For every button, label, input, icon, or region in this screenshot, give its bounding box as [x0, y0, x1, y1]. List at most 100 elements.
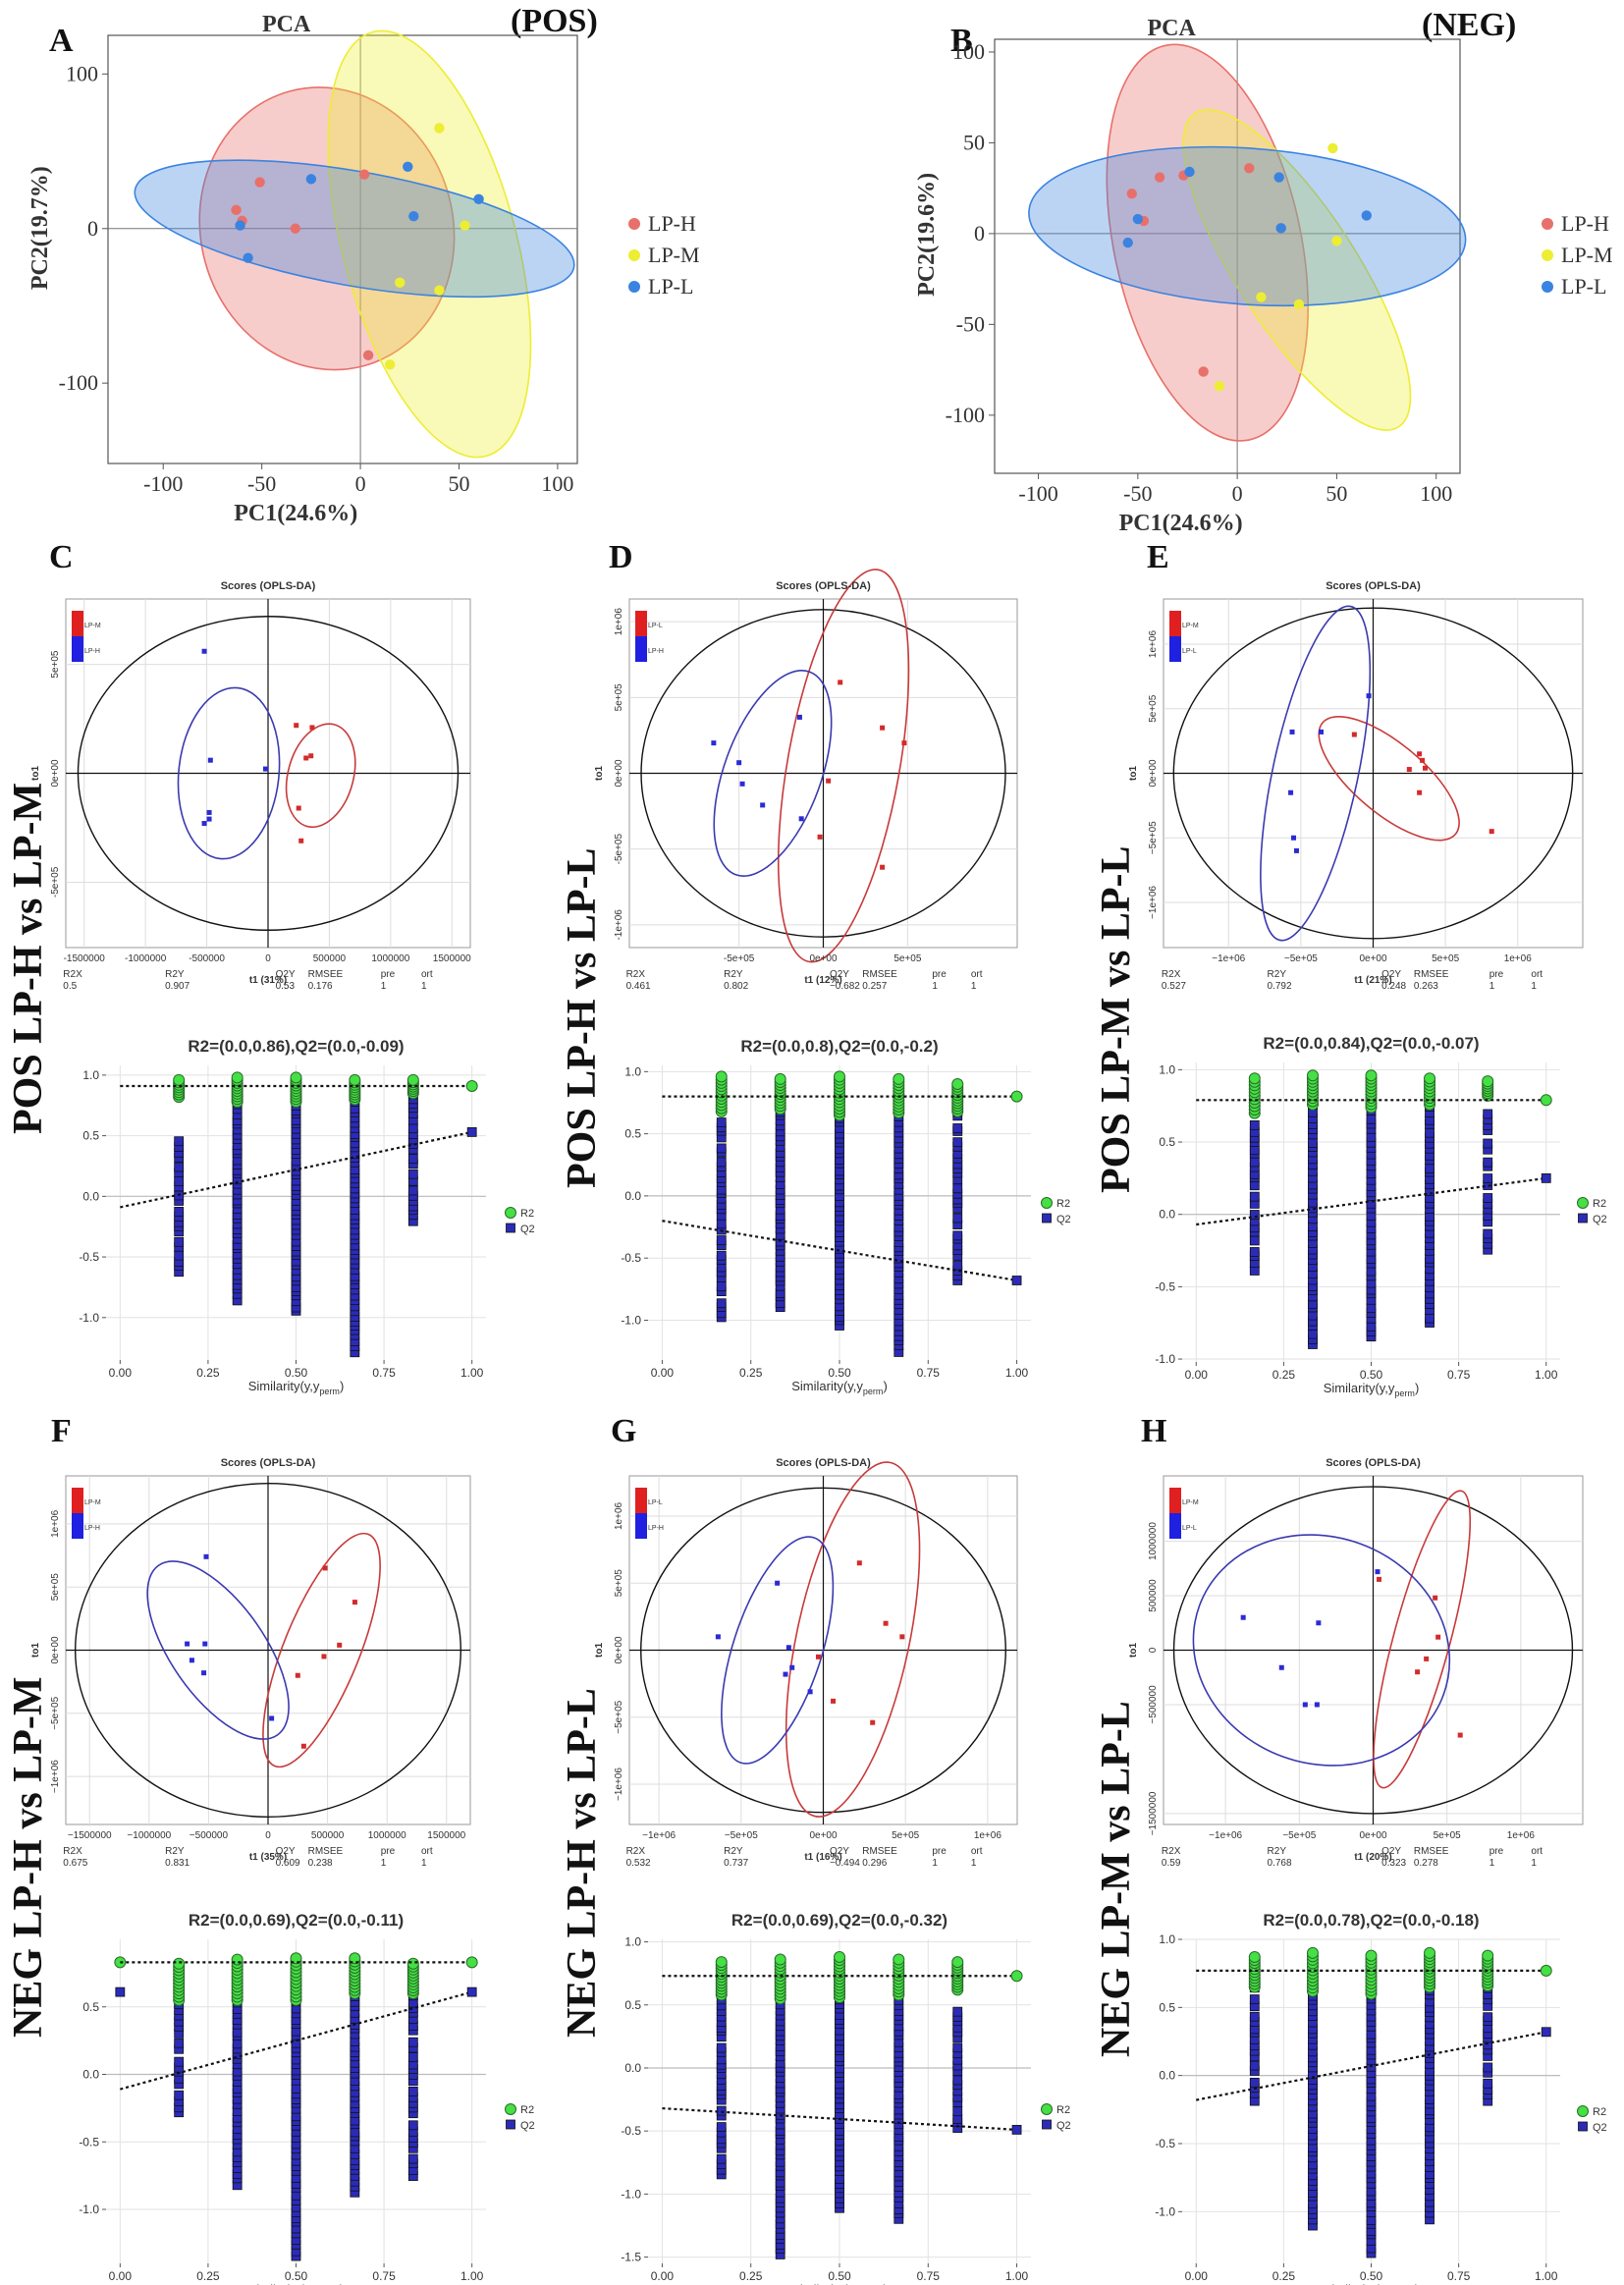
legend-r2-marker [1577, 2105, 1589, 2117]
stats-header: R2X [626, 1846, 646, 1857]
q2-point [350, 2127, 360, 2138]
x-tick-label: 1.00 [1535, 1368, 1558, 1382]
legend-label: Q2 [1056, 1214, 1071, 1225]
stats-header: RMSEE [308, 1846, 344, 1857]
score-point-lp-m [1417, 789, 1423, 795]
stats-header: R2Y [724, 969, 743, 980]
x-tick-label: -50 [1123, 481, 1152, 506]
y-tick-label: 1e+06 [50, 1509, 61, 1538]
stats-header: pre [381, 1846, 396, 1857]
x-tick-label: -50 [247, 471, 276, 496]
score-point-lp-h [185, 1641, 190, 1647]
q2-point [952, 2075, 963, 2086]
data-point-lp-h [1154, 172, 1165, 183]
score-point-lp-m [1457, 1732, 1463, 1738]
side-label-H: NEG LP-M vs LP-L [1094, 1701, 1139, 2057]
chart-title: Scores (OPLS-DA) [221, 580, 316, 592]
data-point-lp-m [434, 123, 445, 134]
y-axis-label: to1 [1128, 1643, 1139, 1658]
data-point-lp-m [1327, 142, 1338, 154]
score-point-lp-m [337, 1642, 343, 1648]
stats-value: 0.296 [862, 1858, 887, 1869]
q2-point [407, 1169, 418, 1179]
x-tick-label: 0.75 [917, 1366, 941, 1380]
x-tick-label: 50 [1326, 481, 1347, 506]
panel-letter-A: A [49, 23, 74, 59]
y-tick-label: 0e+00 [1148, 759, 1159, 788]
y-tick-label: -1.0 [1155, 1352, 1175, 1366]
legend-bar-red [635, 611, 647, 636]
chart-title: PCA [1147, 16, 1196, 41]
stats-header: Q2Y [830, 1846, 849, 1857]
y-tick-label: 0.5 [624, 1127, 641, 1141]
y-tick-label: 0e+00 [614, 1636, 624, 1664]
stats-value: 1 [421, 981, 427, 992]
q2-point [716, 1157, 727, 1168]
q2-regression-line [120, 1130, 472, 1209]
score-point-lp-h [798, 816, 804, 822]
score-point-lp-l [1375, 1569, 1380, 1575]
y-tick-label: 0.0 [624, 1189, 641, 1203]
legend-label: R2 [520, 2104, 534, 2116]
legend-label: LP-H [648, 1525, 664, 1532]
score-point-lp-m [1433, 1595, 1438, 1601]
score-point-lp-m [322, 1565, 328, 1571]
q2-regression-line [1196, 2031, 1546, 2101]
opls-scores-chart-D: LP-L LP-H -5e+05 0e+00 5e+05 -1e+06 -5e+05 0e+0… [594, 569, 1018, 992]
score-point-lp-l [1316, 1620, 1322, 1626]
q2-point [1308, 1310, 1318, 1321]
side-label-D: POS LP-H vs LP-L [560, 847, 605, 1188]
r2-point [1306, 1069, 1319, 1082]
y-tick-label: 0.5 [1159, 1135, 1175, 1149]
q2-point [1249, 1120, 1260, 1130]
q2-regression-line [120, 1990, 472, 2091]
panel-letter-G: G [611, 1413, 636, 1449]
data-point-lp-m [460, 220, 470, 231]
y-axis-label: to1 [1128, 766, 1139, 781]
score-point-lp-m [1417, 751, 1423, 757]
x-tick-label: 0 [265, 1830, 271, 1841]
x-tick-label: 100 [541, 471, 573, 496]
legend-q2-marker [506, 2119, 515, 2130]
x-tick-label: 1000000 [371, 953, 409, 964]
legend-r2-marker [1041, 2103, 1053, 2115]
hotelling-ellipse [1172, 1486, 1574, 1815]
x-tick-label: 0.50 [1360, 2269, 1383, 2283]
x-axis-label: PC1(24.6%) [234, 501, 357, 526]
group-ellipse [777, 569, 910, 963]
score-point-lp-l [1302, 1702, 1308, 1708]
score-point-lp-h [785, 1645, 791, 1651]
stats-value: 1 [971, 981, 977, 992]
permutation-chart-H_perm: 0.00 0.25 0.50 0.75 1.00 -1.0 -0.5 0.0 0.5 1.0 R2=… [1155, 1911, 1606, 2285]
legend-label: Q2 [1593, 2122, 1607, 2134]
x-tick-label: 0.75 [372, 2269, 396, 2283]
score-point-lp-m [1424, 1656, 1430, 1661]
legend-label: LP-H [648, 648, 664, 655]
x-tick-label: 0.50 [828, 1366, 851, 1380]
plot-frame [107, 34, 578, 464]
score-point-lp-h [189, 1658, 194, 1663]
x-axis-label: Similarity(y,yperm) [248, 2282, 345, 2285]
permutation-chart-E_perm: 0.00 0.25 0.50 0.75 1.00 -1.0 -0.5 0.0 0.5 1.0 R2=… [1155, 1034, 1606, 1398]
x-axis-label: Similarity(y,yperm) [1324, 2282, 1420, 2285]
permutation-chart-C_perm: 0.00 0.25 0.50 0.75 1.00 -1.0 -0.5 0.0 0.5 1.0 R2=… [79, 1037, 534, 1396]
score-point-lp-l [1289, 729, 1295, 734]
stats-value: 0.248 [1381, 981, 1406, 992]
x-axis-label: t1 (31%) [249, 975, 287, 986]
legend-label: Q2 [1056, 2120, 1071, 2132]
q2-point [952, 2042, 963, 2053]
legend-q2-marker [506, 1223, 515, 1233]
chart-title: R2=(0.0,0.84),Q2=(0.0,-0.07) [1263, 1034, 1479, 1053]
y-tick-label: 1.0 [82, 1068, 99, 1082]
stats-value: 1 [421, 1858, 427, 1869]
q2-point [1425, 1164, 1435, 1173]
r2-point [1248, 1951, 1261, 1964]
legend-label: LP-M [1561, 243, 1613, 267]
score-point-lp-h [201, 821, 207, 827]
stats-header: RMSEE [308, 969, 344, 980]
score-point-lp-h [775, 1580, 781, 1586]
stats-value: 0.263 [1414, 981, 1438, 992]
opls-scores-chart-E: LP-M LP-L −1e+06 −5e+05 0e+00 5e+05 1e+06 −1e+0… [1128, 580, 1584, 992]
q2-point [232, 2039, 243, 2049]
q2-point [291, 2083, 301, 2094]
